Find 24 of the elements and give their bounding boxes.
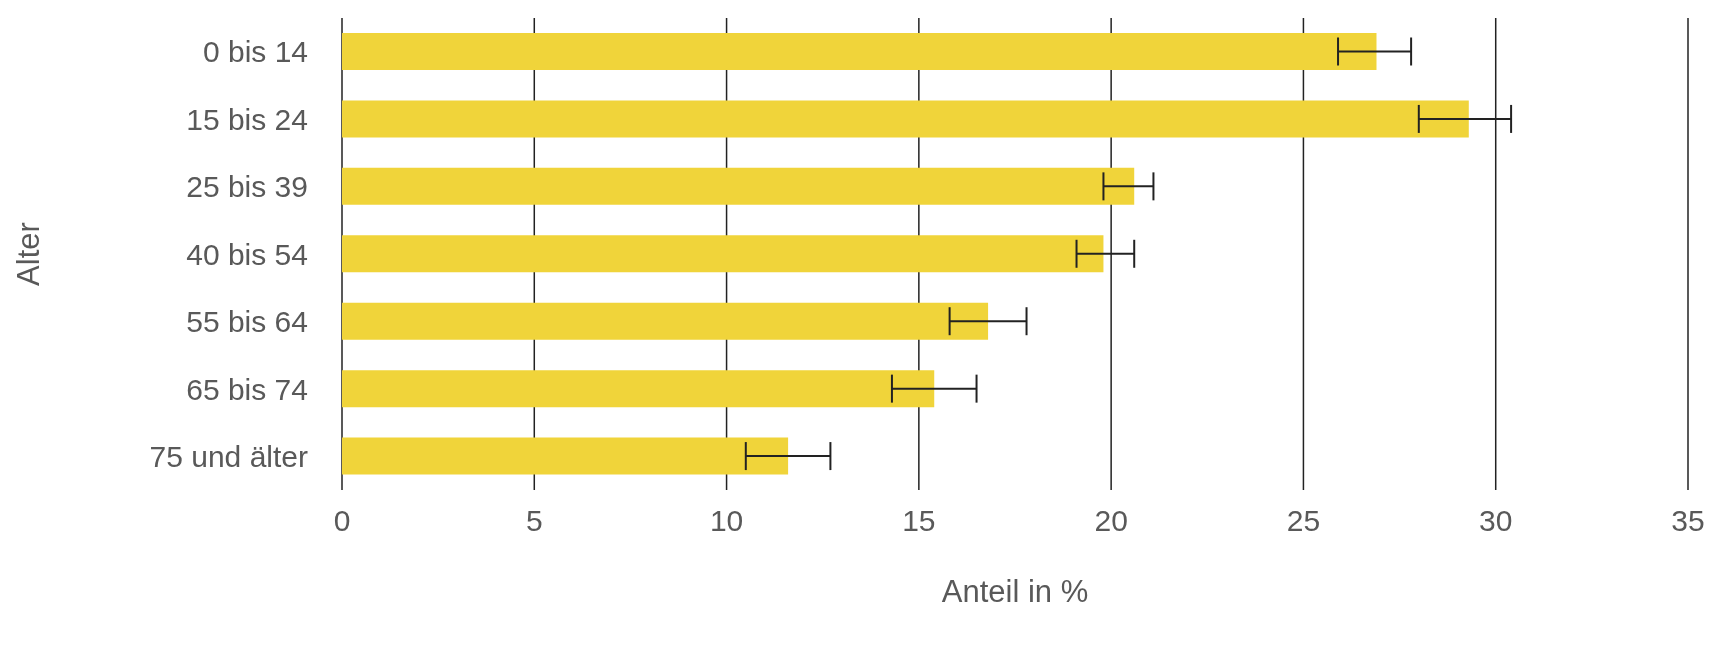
bar	[342, 370, 935, 408]
bar	[342, 33, 1377, 70]
x-tick-label: 35	[1671, 504, 1705, 538]
y-tick-label: 75 und älter	[149, 439, 309, 473]
x-tick-label: 5	[525, 504, 543, 538]
x-tick-label: 15	[902, 504, 936, 538]
bar	[342, 235, 1104, 273]
y-tick-label: 65 bis 74	[186, 372, 308, 406]
y-tick-label: 15 bis 24	[186, 102, 308, 136]
x-tick-label: 30	[1479, 504, 1513, 538]
x-tick-label: 25	[1286, 504, 1321, 538]
x-axis-title: Anteil in %	[941, 574, 1089, 609]
x-tick-label: 0	[333, 504, 351, 538]
bar	[342, 100, 1469, 138]
y-tick-label: 55 bis 64	[186, 305, 308, 339]
x-tick-label: 20	[1094, 504, 1128, 538]
y-tick-label: 40 bis 54	[186, 237, 308, 271]
bar	[342, 302, 989, 340]
x-tick-label: 10	[709, 504, 744, 538]
bar	[342, 437, 789, 475]
y-tick-label: 25 bis 39	[186, 170, 308, 204]
y-axis-title: Alter	[11, 222, 47, 286]
y-tick-label: 0 bis 14	[202, 35, 308, 69]
bar	[342, 167, 1135, 205]
